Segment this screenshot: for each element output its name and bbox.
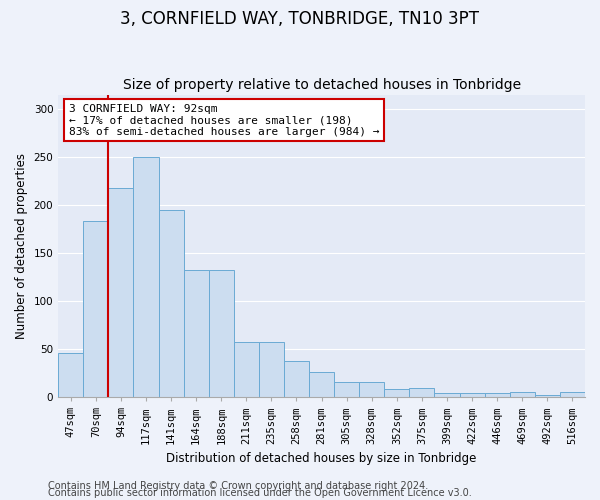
Bar xyxy=(535,395,560,397)
Bar xyxy=(58,353,83,397)
Bar xyxy=(434,394,460,397)
Bar xyxy=(83,222,109,397)
Bar xyxy=(560,392,585,397)
Bar xyxy=(284,360,309,397)
Text: 3 CORNFIELD WAY: 92sqm
← 17% of detached houses are smaller (198)
83% of semi-de: 3 CORNFIELD WAY: 92sqm ← 17% of detached… xyxy=(69,104,379,137)
Bar xyxy=(209,270,234,397)
Bar xyxy=(334,382,359,397)
Bar xyxy=(158,210,184,397)
Bar xyxy=(133,157,158,397)
Bar xyxy=(234,342,259,397)
Text: Contains public sector information licensed under the Open Government Licence v3: Contains public sector information licen… xyxy=(48,488,472,498)
Bar xyxy=(385,390,409,397)
Bar xyxy=(309,372,334,397)
Bar xyxy=(359,382,385,397)
X-axis label: Distribution of detached houses by size in Tonbridge: Distribution of detached houses by size … xyxy=(166,452,477,465)
Text: Contains HM Land Registry data © Crown copyright and database right 2024.: Contains HM Land Registry data © Crown c… xyxy=(48,481,428,491)
Title: Size of property relative to detached houses in Tonbridge: Size of property relative to detached ho… xyxy=(122,78,521,92)
Text: 3, CORNFIELD WAY, TONBRIDGE, TN10 3PT: 3, CORNFIELD WAY, TONBRIDGE, TN10 3PT xyxy=(121,10,479,28)
Bar xyxy=(510,392,535,397)
Bar xyxy=(460,394,485,397)
Bar xyxy=(409,388,434,397)
Y-axis label: Number of detached properties: Number of detached properties xyxy=(15,153,28,339)
Bar xyxy=(485,394,510,397)
Bar xyxy=(184,270,209,397)
Bar xyxy=(109,188,133,397)
Bar xyxy=(259,342,284,397)
